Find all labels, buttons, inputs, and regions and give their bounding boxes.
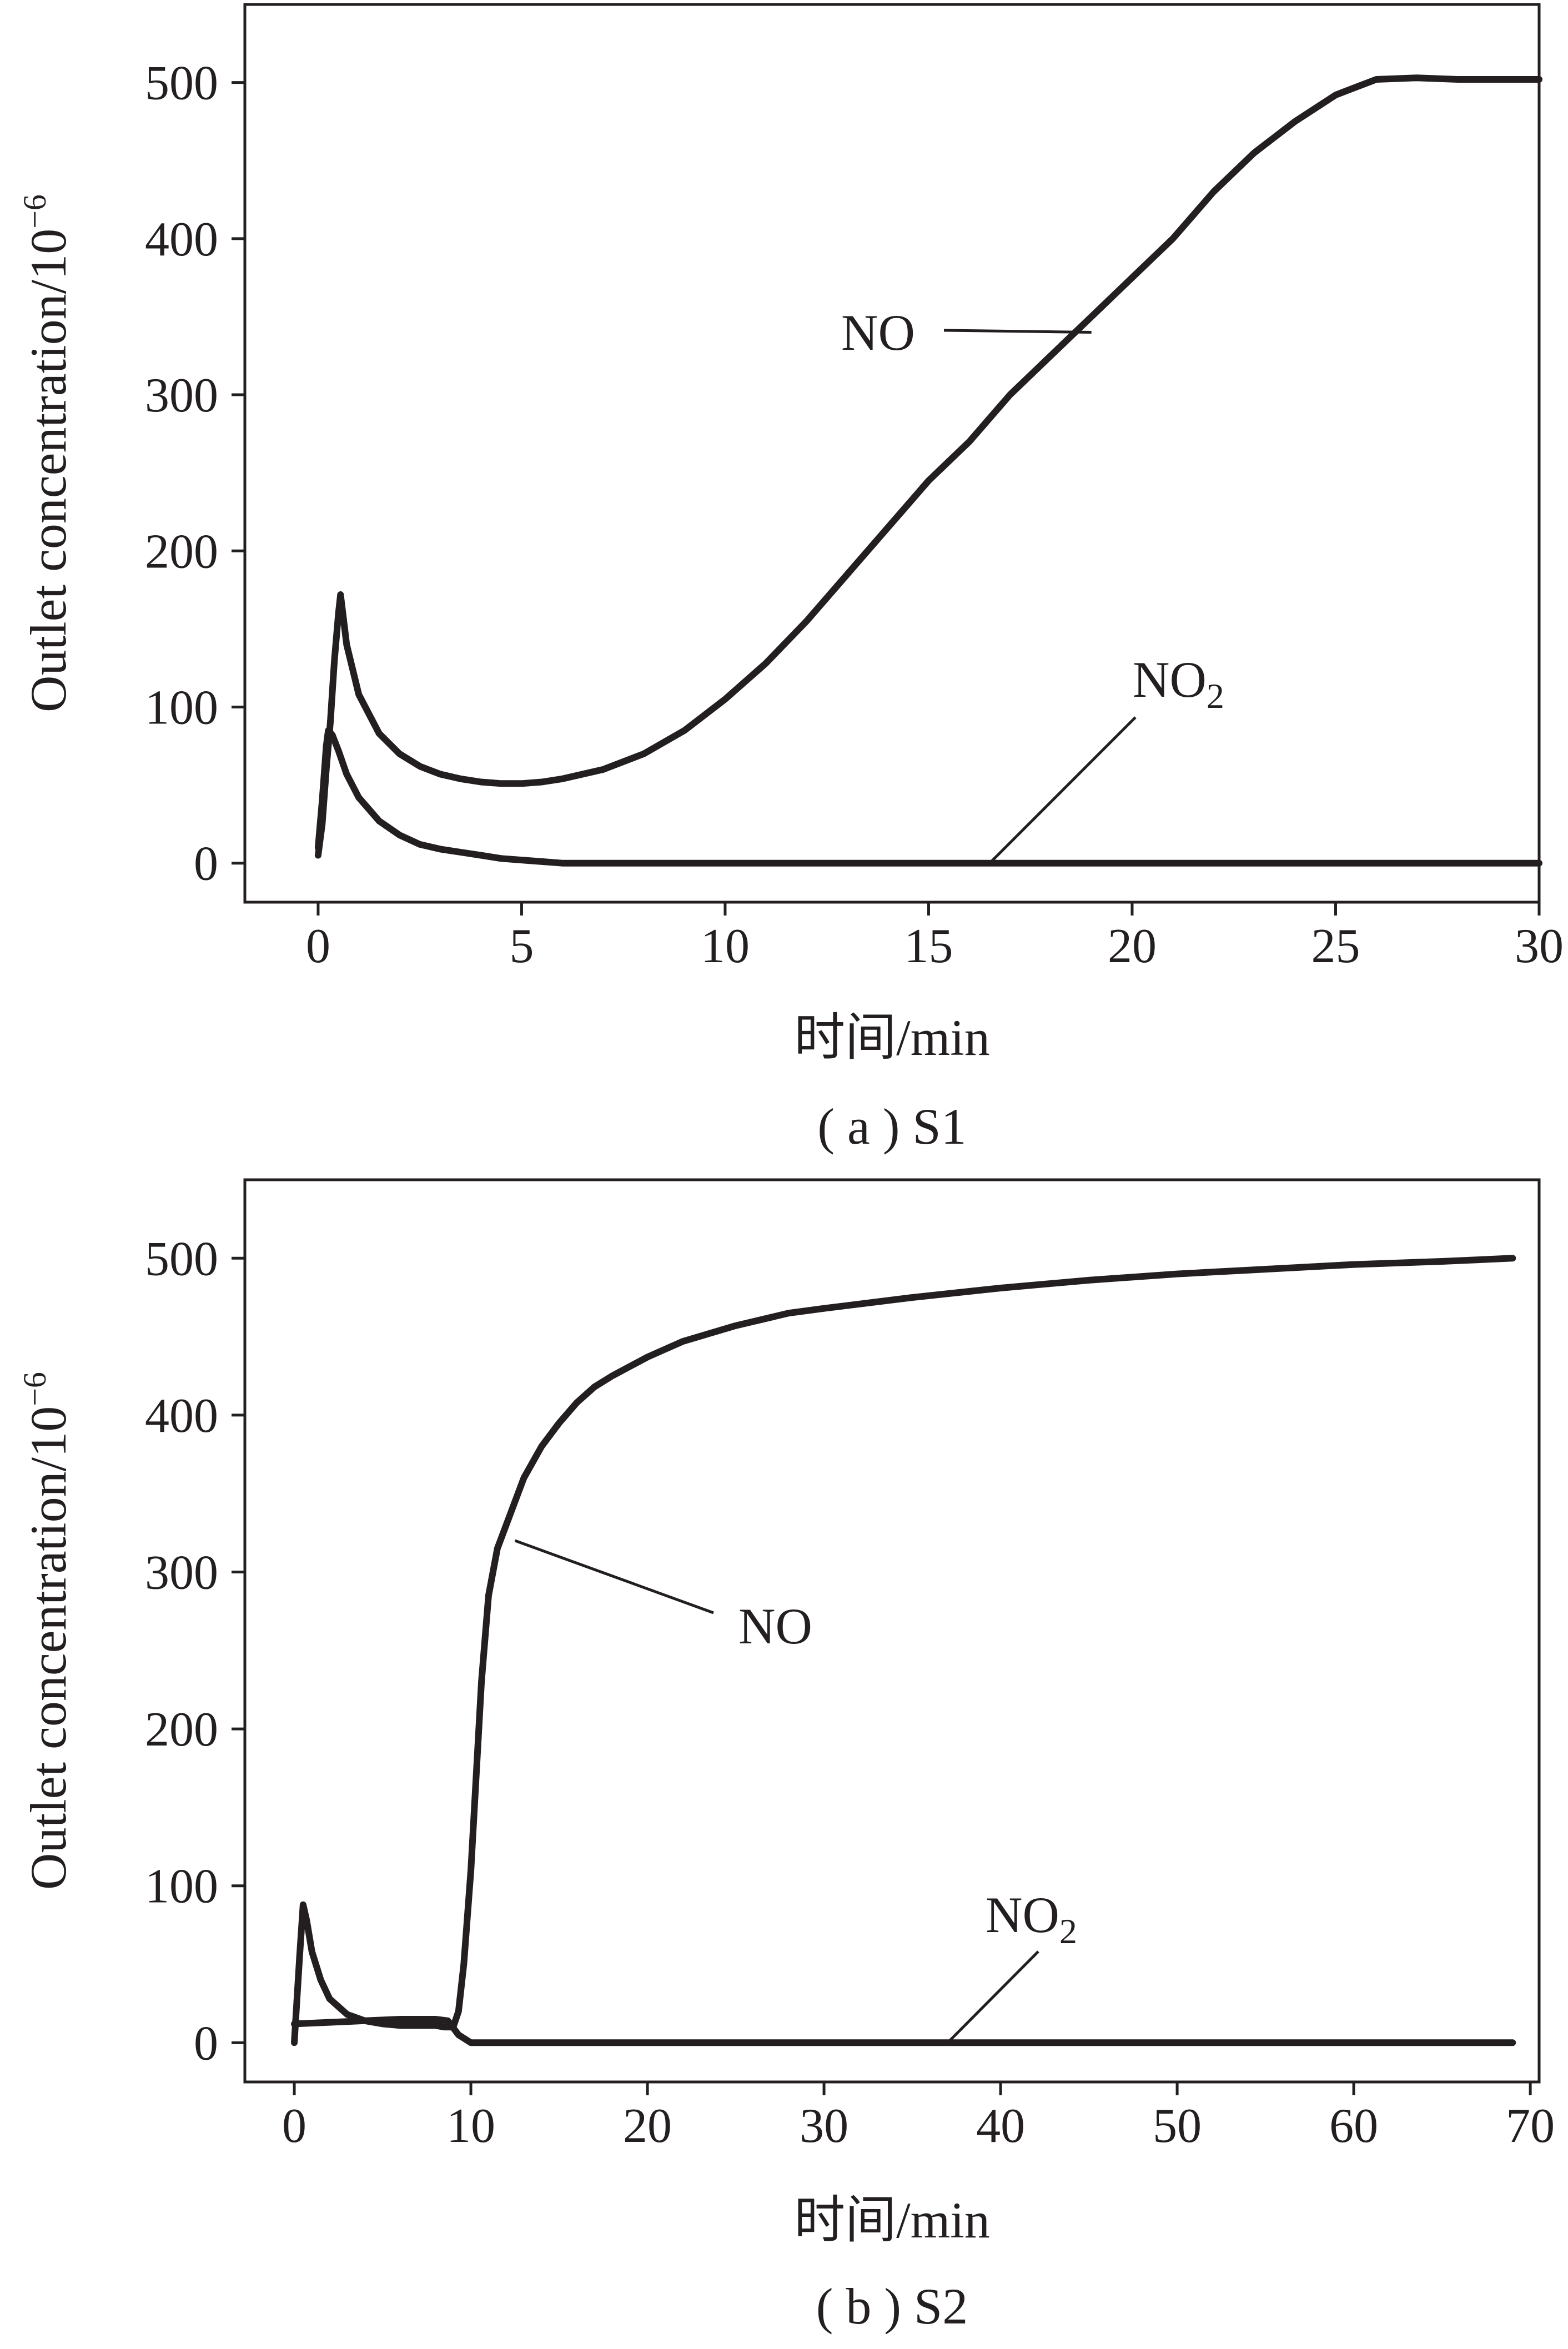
y-axis-title-text: Outlet concentration/10 (20, 1406, 77, 1890)
y-tick-label: 200 (145, 525, 218, 579)
y-tick-label: 100 (145, 681, 218, 735)
x-tick-label: 10 (701, 919, 750, 973)
y-tick-label: 400 (145, 1389, 218, 1443)
annotation-leader (943, 329, 1092, 334)
x-tick-label: 0 (306, 919, 330, 973)
series-line-no2 (314, 727, 1542, 867)
y-tick-label: 300 (145, 369, 218, 422)
chart-panel-a: 0 5 10 15 20 25 300100200300400500时间/minOutlet… (17, 3, 1564, 1155)
y-axis-title-exponent: −6 (17, 194, 53, 229)
chart-panel-b: 0 10 20 30 40 50 60 70 0 100 200 300 400 500 时间/min Out… (17, 1178, 1555, 2335)
series-line-no2 (291, 2016, 1516, 2046)
x-tick-label: 60 (1329, 2099, 1378, 2153)
y-tick-label: 300 (145, 1546, 218, 1600)
y-tick-label: 400 (145, 213, 218, 266)
x-axis-title: 时间/min (794, 2192, 990, 2249)
y-tick-label: 500 (145, 57, 218, 110)
plot-frame (243, 1178, 1541, 2084)
y-tick-label: 100 (145, 1860, 218, 1914)
annotation-leader (988, 716, 1137, 864)
series-line-no (314, 74, 1542, 859)
x-tick-label: 5 (509, 919, 534, 973)
x-tick-label: 20 (623, 2099, 672, 2153)
y-axis-title: Outlet concentration/10−6 (17, 194, 77, 712)
x-axis-title: 时间/min (794, 1009, 990, 1066)
series-annotation-no2: NO2 (1133, 651, 1224, 716)
y-axis-title-text: Outlet concentration/10 (20, 229, 77, 712)
series-annotation-no: NO (738, 1598, 812, 1654)
x-tick-label: 10 (446, 2099, 495, 2153)
x-tick-label: 30 (800, 2099, 848, 2153)
x-tick-label: 30 (1515, 919, 1564, 973)
series-annotation-no2: NO2 (986, 1887, 1077, 1951)
y-tick-label: 500 (145, 1232, 218, 1286)
x-tick-label: 15 (904, 919, 953, 973)
x-tick-label: 0 (282, 2099, 306, 2153)
y-tick-label: 200 (145, 1703, 218, 1757)
x-tick-label: 50 (1153, 2099, 1202, 2153)
panel-caption: ( a ) S1 (817, 1098, 966, 1155)
annotation-leader (946, 1950, 1039, 2044)
annotation-leader (514, 1539, 714, 1614)
series-annotation-no: NO (841, 304, 915, 361)
x-tick-label: 70 (1506, 2099, 1555, 2153)
x-tick-label: 40 (976, 2099, 1025, 2153)
plot-frame (243, 3, 1541, 904)
series-line-no (291, 1255, 1516, 2046)
x-tick-label: 20 (1108, 919, 1157, 973)
y-axis-title: Outlet concentration/10−6 (17, 1372, 77, 1890)
y-tick-label: 0 (194, 837, 218, 891)
y-axis-title-exponent: −6 (17, 1372, 53, 1406)
x-tick-label: 25 (1311, 919, 1360, 973)
y-tick-label: 0 (194, 2016, 218, 2070)
panel-caption: ( b ) S2 (816, 2278, 968, 2335)
